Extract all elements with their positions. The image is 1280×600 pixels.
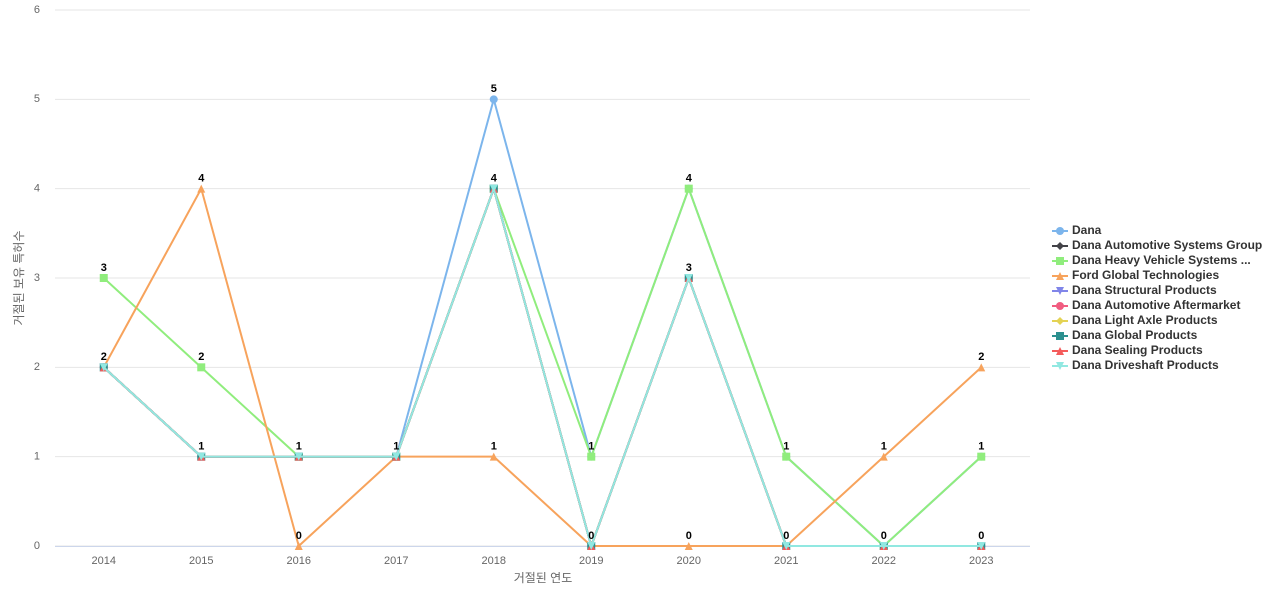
marker: [1056, 287, 1064, 295]
x-tick-label: 2017: [384, 555, 408, 567]
data-label: 0: [783, 530, 789, 542]
marker: [1056, 242, 1064, 250]
marker: [1056, 317, 1064, 325]
data-label: 1: [491, 441, 497, 453]
marker: [879, 542, 888, 550]
legend-label: Dana Light Axle Products: [1072, 313, 1218, 327]
legend-label: Ford Global Technologies: [1072, 268, 1219, 282]
data-label: 1: [588, 441, 594, 453]
legend-item: Dana Automotive Aftermarket: [1052, 298, 1240, 312]
marker: [99, 274, 108, 282]
data-label: 3: [686, 262, 692, 274]
legend-item: Dana Automotive Systems Group: [1052, 238, 1262, 252]
y-axis-title: 거절된 보유 특허수: [12, 231, 26, 326]
marker: [392, 452, 401, 461]
marker: [489, 452, 498, 461]
marker: [489, 95, 498, 104]
data-label: 3: [101, 262, 107, 274]
marker: [1056, 257, 1064, 265]
y-tick-label: 1: [34, 451, 40, 463]
marker: [197, 363, 206, 372]
y-tick-label: 3: [34, 272, 40, 284]
data-label: 1: [296, 441, 302, 453]
data-label: 5: [491, 83, 497, 95]
marker: [1056, 332, 1064, 340]
series-line: [102, 186, 982, 548]
data-label: 0: [978, 530, 984, 542]
legend-item: Dana Global Products: [1052, 328, 1198, 342]
x-tick-label: 2022: [872, 555, 896, 567]
y-tick-label: 0: [34, 540, 40, 552]
marker: [1056, 302, 1064, 310]
data-label: 2: [101, 351, 107, 363]
data-label: 0: [881, 530, 887, 542]
marker: [684, 542, 693, 550]
series-line: [103, 185, 982, 550]
data-label: 4: [686, 173, 693, 185]
x-tick-label: 2014: [92, 555, 116, 567]
legend-label: Dana Driveshaft Products: [1072, 358, 1219, 372]
x-tick-label: 2019: [579, 555, 603, 567]
marker: [489, 184, 498, 193]
marker: [684, 184, 693, 193]
marker: [1056, 227, 1064, 235]
x-tick-label: 2020: [677, 555, 701, 567]
marker: [1056, 347, 1064, 355]
marker: [294, 542, 303, 550]
data-label: 4: [198, 173, 205, 185]
x-axis-title: 거절된 연도: [514, 571, 573, 585]
data-label: 2: [978, 351, 984, 363]
data-label: 2: [198, 351, 204, 363]
data-label: 1: [198, 441, 204, 453]
legend-item: Dana Light Axle Products: [1052, 313, 1218, 327]
legend-item: Dana Structural Products: [1052, 283, 1217, 297]
legend-label: Dana Global Products: [1072, 328, 1198, 342]
marker: [99, 363, 108, 372]
data-label: 4: [491, 173, 498, 185]
data-label: 0: [588, 530, 594, 542]
legend-item: Dana: [1052, 223, 1102, 237]
legend-label: Dana Heavy Vehicle Systems ...: [1072, 253, 1251, 267]
legend-label: Dana: [1072, 223, 1102, 237]
marker: [294, 452, 303, 461]
data-label: 0: [296, 530, 302, 542]
x-tick-label: 2023: [969, 555, 993, 567]
marker: [879, 452, 888, 461]
x-tick-label: 2016: [287, 555, 311, 567]
y-tick-label: 4: [34, 183, 40, 195]
legend-label: Dana Automotive Systems Group: [1072, 238, 1262, 252]
marker: [684, 274, 693, 282]
x-tick-label: 2018: [482, 555, 506, 567]
marker: [1056, 362, 1064, 370]
marker: [197, 184, 206, 193]
marker: [977, 542, 986, 550]
legend-label: Dana Structural Products: [1072, 283, 1217, 297]
x-tick-label: 2015: [189, 555, 213, 567]
legend-item: Dana Driveshaft Products: [1052, 358, 1219, 372]
marker: [977, 452, 986, 461]
y-tick-label: 2: [34, 361, 40, 373]
marker: [977, 363, 986, 372]
legend-item: Dana Heavy Vehicle Systems ...: [1052, 253, 1251, 267]
marker: [587, 542, 596, 550]
y-tick-label: 5: [34, 93, 40, 105]
y-tick-label: 6: [34, 4, 40, 16]
data-label: 1: [393, 441, 399, 453]
legend-label: Dana Automotive Aftermarket: [1072, 298, 1240, 312]
legend-item: Ford Global Technologies: [1052, 268, 1219, 282]
marker: [782, 452, 791, 461]
data-label: 1: [783, 441, 789, 453]
legend-label: Dana Sealing Products: [1072, 343, 1203, 357]
marker: [1056, 272, 1064, 280]
x-tick-label: 2021: [774, 555, 798, 567]
legend-item: Dana Sealing Products: [1052, 343, 1203, 357]
marker: [782, 542, 791, 550]
data-label: 1: [881, 441, 887, 453]
data-label: 0: [686, 530, 692, 542]
marker: [587, 452, 596, 461]
data-label: 1: [978, 441, 984, 453]
marker: [197, 452, 206, 461]
